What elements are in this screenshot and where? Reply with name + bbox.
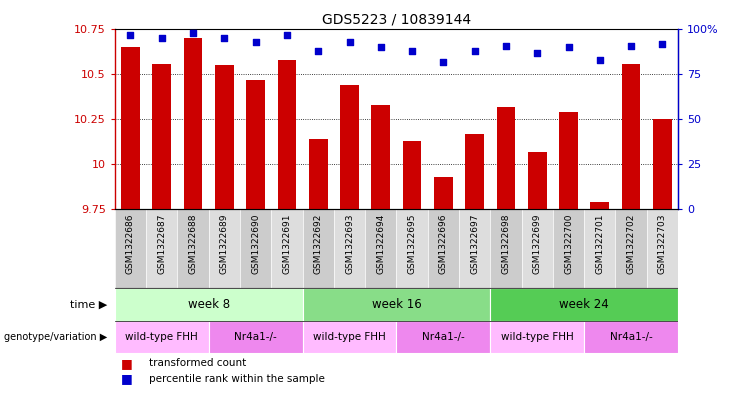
Text: transformed count: transformed count <box>149 358 246 368</box>
Bar <box>365 209 396 288</box>
Point <box>187 30 199 36</box>
Text: GSM1322686: GSM1322686 <box>126 213 135 274</box>
Bar <box>184 39 202 209</box>
Text: GSM1322690: GSM1322690 <box>251 213 260 274</box>
Text: ■: ■ <box>121 373 132 386</box>
Point <box>562 44 574 51</box>
Bar <box>459 209 491 288</box>
Text: GSM1322694: GSM1322694 <box>376 213 385 274</box>
Bar <box>240 209 271 288</box>
Text: week 24: week 24 <box>559 298 609 311</box>
Point <box>437 59 449 65</box>
Bar <box>371 105 391 209</box>
Point <box>375 44 387 51</box>
Point <box>250 39 262 45</box>
Bar <box>522 209 553 288</box>
Text: GSM1322699: GSM1322699 <box>533 213 542 274</box>
Bar <box>647 209 678 288</box>
Text: GSM1322695: GSM1322695 <box>408 213 416 274</box>
Bar <box>396 321 491 353</box>
Point <box>344 39 356 45</box>
Bar <box>653 119 672 209</box>
Bar <box>177 209 209 288</box>
Bar <box>491 209 522 288</box>
Text: Nr4a1-/-: Nr4a1-/- <box>234 332 277 342</box>
Text: GSM1322691: GSM1322691 <box>282 213 291 274</box>
Bar <box>402 141 422 209</box>
Point <box>469 48 481 54</box>
Bar <box>302 321 396 353</box>
Bar <box>209 209 240 288</box>
Text: GSM1322692: GSM1322692 <box>313 213 323 274</box>
Point <box>625 42 637 49</box>
Text: GSM1322703: GSM1322703 <box>658 213 667 274</box>
Bar <box>115 209 146 288</box>
Point <box>531 50 543 56</box>
Point <box>281 32 293 38</box>
Bar <box>428 209 459 288</box>
Point <box>124 32 136 38</box>
Bar <box>591 202 609 209</box>
Bar <box>340 85 359 209</box>
Bar <box>584 209 616 288</box>
Bar <box>491 288 678 321</box>
Point <box>406 48 418 54</box>
Bar <box>584 321 678 353</box>
Bar <box>115 288 302 321</box>
Point <box>156 35 167 42</box>
Bar <box>153 64 171 209</box>
Point <box>219 35 230 42</box>
Text: GSM1322701: GSM1322701 <box>595 213 605 274</box>
Bar <box>115 321 209 353</box>
Bar <box>209 321 302 353</box>
Point <box>657 41 668 47</box>
Text: wild-type FHH: wild-type FHH <box>313 332 386 342</box>
Text: wild-type FHH: wild-type FHH <box>125 332 198 342</box>
Bar <box>309 139 328 209</box>
Bar <box>396 209 428 288</box>
Text: genotype/variation ▶: genotype/variation ▶ <box>4 332 107 342</box>
Bar <box>302 288 491 321</box>
Bar <box>559 112 578 209</box>
Title: GDS5223 / 10839144: GDS5223 / 10839144 <box>322 13 471 27</box>
Text: Nr4a1-/-: Nr4a1-/- <box>610 332 653 342</box>
Text: GSM1322698: GSM1322698 <box>502 213 511 274</box>
Bar <box>491 321 584 353</box>
Bar <box>302 209 334 288</box>
Text: GSM1322687: GSM1322687 <box>157 213 166 274</box>
Point <box>500 42 512 49</box>
Point <box>312 48 324 54</box>
Text: GSM1322702: GSM1322702 <box>627 213 636 274</box>
Bar <box>528 152 547 209</box>
Text: GSM1322689: GSM1322689 <box>220 213 229 274</box>
Text: GSM1322693: GSM1322693 <box>345 213 354 274</box>
Bar <box>622 64 640 209</box>
Text: GSM1322700: GSM1322700 <box>564 213 573 274</box>
Bar <box>616 209 647 288</box>
Bar <box>146 209 177 288</box>
Bar <box>121 48 140 209</box>
Text: week 16: week 16 <box>371 298 422 311</box>
Text: GSM1322688: GSM1322688 <box>188 213 198 274</box>
Text: time ▶: time ▶ <box>70 299 107 310</box>
Bar <box>215 65 233 209</box>
Text: percentile rank within the sample: percentile rank within the sample <box>149 374 325 384</box>
Bar <box>434 177 453 209</box>
Text: ■: ■ <box>121 357 132 370</box>
Text: GSM1322696: GSM1322696 <box>439 213 448 274</box>
Bar <box>553 209 584 288</box>
Bar <box>278 60 296 209</box>
Bar <box>465 134 484 209</box>
Bar <box>271 209 302 288</box>
Bar <box>496 107 515 209</box>
Text: wild-type FHH: wild-type FHH <box>501 332 574 342</box>
Bar <box>246 80 265 209</box>
Point <box>594 57 605 63</box>
Text: GSM1322697: GSM1322697 <box>470 213 479 274</box>
Text: week 8: week 8 <box>187 298 230 311</box>
Text: Nr4a1-/-: Nr4a1-/- <box>422 332 465 342</box>
Bar <box>334 209 365 288</box>
